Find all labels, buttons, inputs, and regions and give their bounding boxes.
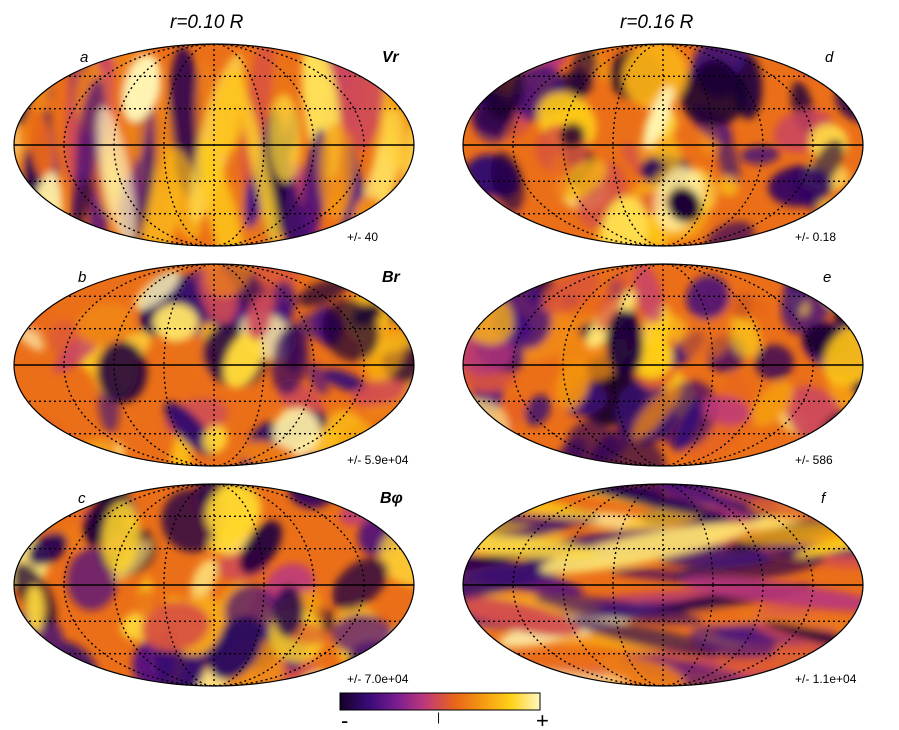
- colorbar-min-label: -: [341, 708, 348, 730]
- panel-letter-d: d: [825, 49, 834, 66]
- scale-label-a: +/- 40: [347, 230, 378, 244]
- map-panel-c: [13, 483, 415, 687]
- map-outline: [462, 483, 864, 687]
- graticule: [463, 484, 863, 686]
- graticule: [14, 264, 414, 466]
- graticule: [463, 44, 863, 246]
- graticule: [463, 264, 863, 466]
- map-outline: [13, 483, 415, 687]
- column-header-right: r=0.16 R: [620, 12, 694, 33]
- colorbar: [339, 692, 541, 711]
- field-label-vr: Vr: [382, 49, 399, 66]
- panel-letter-f: f: [821, 490, 827, 507]
- colorbar-max-label: +: [536, 708, 549, 730]
- map-panel-d: [462, 43, 864, 247]
- map-outline: [462, 43, 864, 247]
- scale-label-e: +/- 586: [795, 453, 833, 467]
- field-label-br: Br: [382, 269, 401, 286]
- column-header-left: r=0.10 R: [170, 12, 244, 33]
- field-pattern: [463, 44, 863, 246]
- map-outline: [13, 43, 415, 247]
- field-pattern: [14, 264, 414, 466]
- scale-label-b: +/- 5.9e+04: [347, 453, 409, 467]
- map-outline: [462, 263, 864, 467]
- graticule: [14, 44, 414, 246]
- scale-label-f: +/- 1.1e+04: [795, 672, 857, 686]
- panel-letter-c: c: [78, 490, 86, 507]
- field-label-bphi: Bφ: [380, 490, 403, 507]
- scale-label-d: +/- 0.18: [795, 230, 836, 244]
- map-panel-f: [462, 483, 864, 687]
- panel-letter-a: a: [80, 49, 88, 66]
- panel-letter-e: e: [823, 269, 831, 286]
- scale-label-c: +/- 7.0e+04: [347, 672, 409, 686]
- panel-letter-b: b: [78, 269, 86, 286]
- map-panel-b: [13, 263, 415, 467]
- map-outline: [13, 263, 415, 467]
- graticule: [14, 484, 414, 686]
- colorbar-mid-tick: |: [437, 710, 440, 724]
